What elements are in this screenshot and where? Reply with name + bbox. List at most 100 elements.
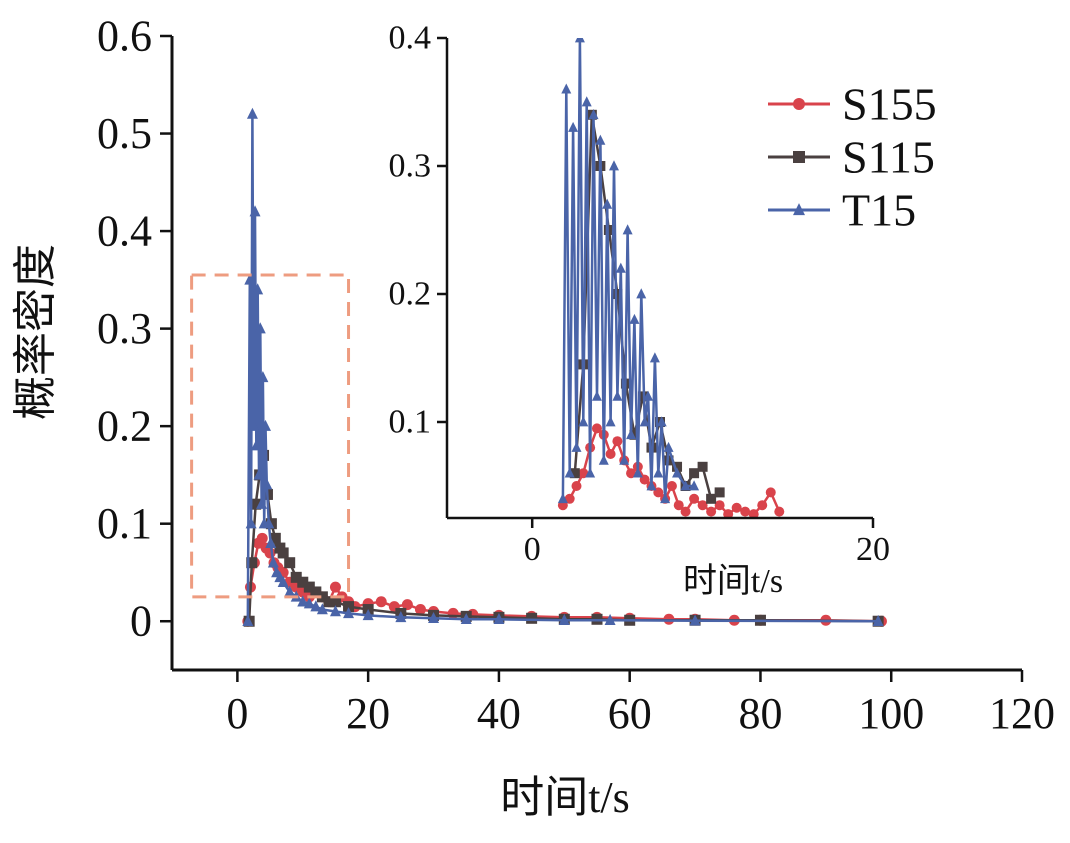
main-plot: 0 20 40 60 80 100 120 0 0.1 0.2 0.3 0.4 0.5 0.6 时间t/… bbox=[11, 12, 1055, 823]
inset-line-t15 bbox=[561, 38, 695, 501]
main-y-tick-label: 0.6 bbox=[97, 12, 152, 61]
main-point-t15 bbox=[284, 585, 296, 597]
main-x-tick-label: 20 bbox=[346, 689, 390, 738]
inset-y-tick-label: 0.3 bbox=[389, 148, 432, 185]
main-point-t15 bbox=[260, 419, 271, 431]
main-point-s155 bbox=[256, 532, 268, 544]
inset-point-t15 bbox=[571, 441, 582, 452]
main-point-s155 bbox=[329, 581, 341, 593]
main-point-t15 bbox=[249, 205, 261, 217]
inset-point-s155 bbox=[714, 500, 725, 511]
main-point-s155 bbox=[264, 547, 276, 559]
inset-point-s155 bbox=[612, 436, 623, 447]
main-point-t15 bbox=[253, 468, 265, 480]
inset-point-t15 bbox=[574, 38, 585, 43]
inset-point-t15 bbox=[568, 121, 579, 132]
inset-point-s155 bbox=[757, 500, 768, 511]
inset-point-t15 bbox=[639, 416, 650, 427]
inset-point-t15 bbox=[595, 134, 606, 145]
main-point-t15 bbox=[256, 497, 268, 509]
inset-point-t15 bbox=[680, 480, 691, 491]
main-x-ticks: 0 20 40 60 80 100 120 bbox=[226, 670, 1055, 738]
legend-swatch-marker bbox=[793, 151, 805, 163]
inset-point-s115 bbox=[714, 487, 725, 498]
inset-point-t15 bbox=[598, 454, 609, 465]
inset-point-s155 bbox=[605, 449, 616, 459]
main-x-tick-label: 100 bbox=[858, 689, 924, 738]
main-x-tick-label: 120 bbox=[989, 689, 1055, 738]
legend-item-t15: T15 bbox=[768, 185, 916, 236]
main-point-s155 bbox=[375, 596, 387, 608]
main-point-t15 bbox=[245, 517, 257, 529]
main-point-s115 bbox=[303, 581, 315, 593]
inset-point-t15 bbox=[605, 416, 616, 427]
legend-label: T15 bbox=[842, 185, 916, 236]
legend-swatch-marker bbox=[793, 98, 805, 110]
inset-point-s155 bbox=[740, 506, 751, 517]
inset-y-tick-label: 0.2 bbox=[389, 276, 432, 313]
inset-y-tick-label: 0.4 bbox=[389, 20, 432, 57]
inset-point-t15 bbox=[585, 467, 596, 478]
inset-point-t15 bbox=[622, 224, 633, 235]
inset-point-t15 bbox=[581, 96, 592, 107]
main-y-tick-label: 0.3 bbox=[97, 304, 152, 353]
main-line-s155 bbox=[246, 537, 882, 623]
main-point-t15 bbox=[252, 283, 264, 295]
main-point-s115 bbox=[290, 571, 302, 583]
main-point-s115 bbox=[526, 612, 538, 624]
main-point-t15 bbox=[246, 107, 258, 119]
inset-point-s155 bbox=[748, 509, 759, 518]
main-point-t15 bbox=[493, 612, 505, 625]
inset-point-t15 bbox=[588, 109, 599, 120]
inset-point-s115 bbox=[672, 461, 683, 472]
main-point-t15 bbox=[277, 575, 289, 587]
inset-point-s155 bbox=[564, 493, 575, 504]
inset-point-t15 bbox=[689, 480, 700, 491]
main-point-s115 bbox=[329, 596, 341, 608]
inset-point-s155 bbox=[680, 506, 691, 517]
inset-point-t15 bbox=[632, 467, 643, 478]
main-point-t15 bbox=[329, 605, 341, 617]
inset-point-s115 bbox=[603, 225, 614, 235]
main-y-tick-label: 0.4 bbox=[97, 207, 152, 256]
inset-point-t15 bbox=[646, 480, 657, 491]
main-point-t15 bbox=[244, 273, 256, 285]
inset-point-s115 bbox=[706, 493, 717, 504]
main-point-s115 bbox=[250, 498, 262, 510]
inset-point-s115 bbox=[612, 289, 623, 299]
main-y-ticks: 0 0.1 0.2 0.3 0.4 0.5 0.6 bbox=[97, 12, 172, 646]
main-y-tick-label: 0.1 bbox=[97, 499, 152, 548]
inset-y-ticks: 0.1 0.2 0.3 0.4 bbox=[389, 20, 447, 441]
inset-point-s155 bbox=[689, 493, 700, 504]
main-point-t15 bbox=[395, 611, 407, 623]
main-point-t15 bbox=[310, 600, 322, 612]
inset-point-t15 bbox=[663, 441, 674, 452]
main-point-t15 bbox=[428, 611, 440, 624]
inset-point-s115 bbox=[697, 461, 708, 472]
main-point-t15 bbox=[265, 536, 277, 548]
legend-label: S155 bbox=[842, 79, 937, 130]
inset-point-s155 bbox=[723, 509, 734, 518]
main-point-s155 bbox=[401, 599, 413, 611]
main-point-t15 bbox=[689, 614, 701, 626]
main-x-tick-label: 0 bbox=[226, 689, 248, 738]
main-point-t15 bbox=[604, 613, 616, 625]
inset-x-ticks: 0 20 bbox=[524, 518, 890, 568]
main-point-s115 bbox=[310, 586, 322, 598]
main-x-axis-title: 时间t/s bbox=[500, 773, 630, 822]
zoom-region-box bbox=[190, 273, 351, 599]
inset-point-s155 bbox=[774, 506, 785, 517]
main-x-tick-label: 40 bbox=[477, 689, 521, 738]
inset-point-t15 bbox=[653, 467, 664, 478]
main-point-s115 bbox=[277, 547, 289, 559]
inset-x-tick-label: 20 bbox=[856, 531, 890, 568]
inset-point-t15 bbox=[564, 467, 575, 478]
inset-point-s155 bbox=[673, 500, 684, 511]
main-point-t15 bbox=[297, 595, 309, 607]
main-point-s115 bbox=[343, 601, 355, 613]
inset-point-t15 bbox=[608, 160, 619, 171]
inset-point-t15 bbox=[649, 352, 660, 363]
main-point-t15 bbox=[303, 597, 315, 609]
